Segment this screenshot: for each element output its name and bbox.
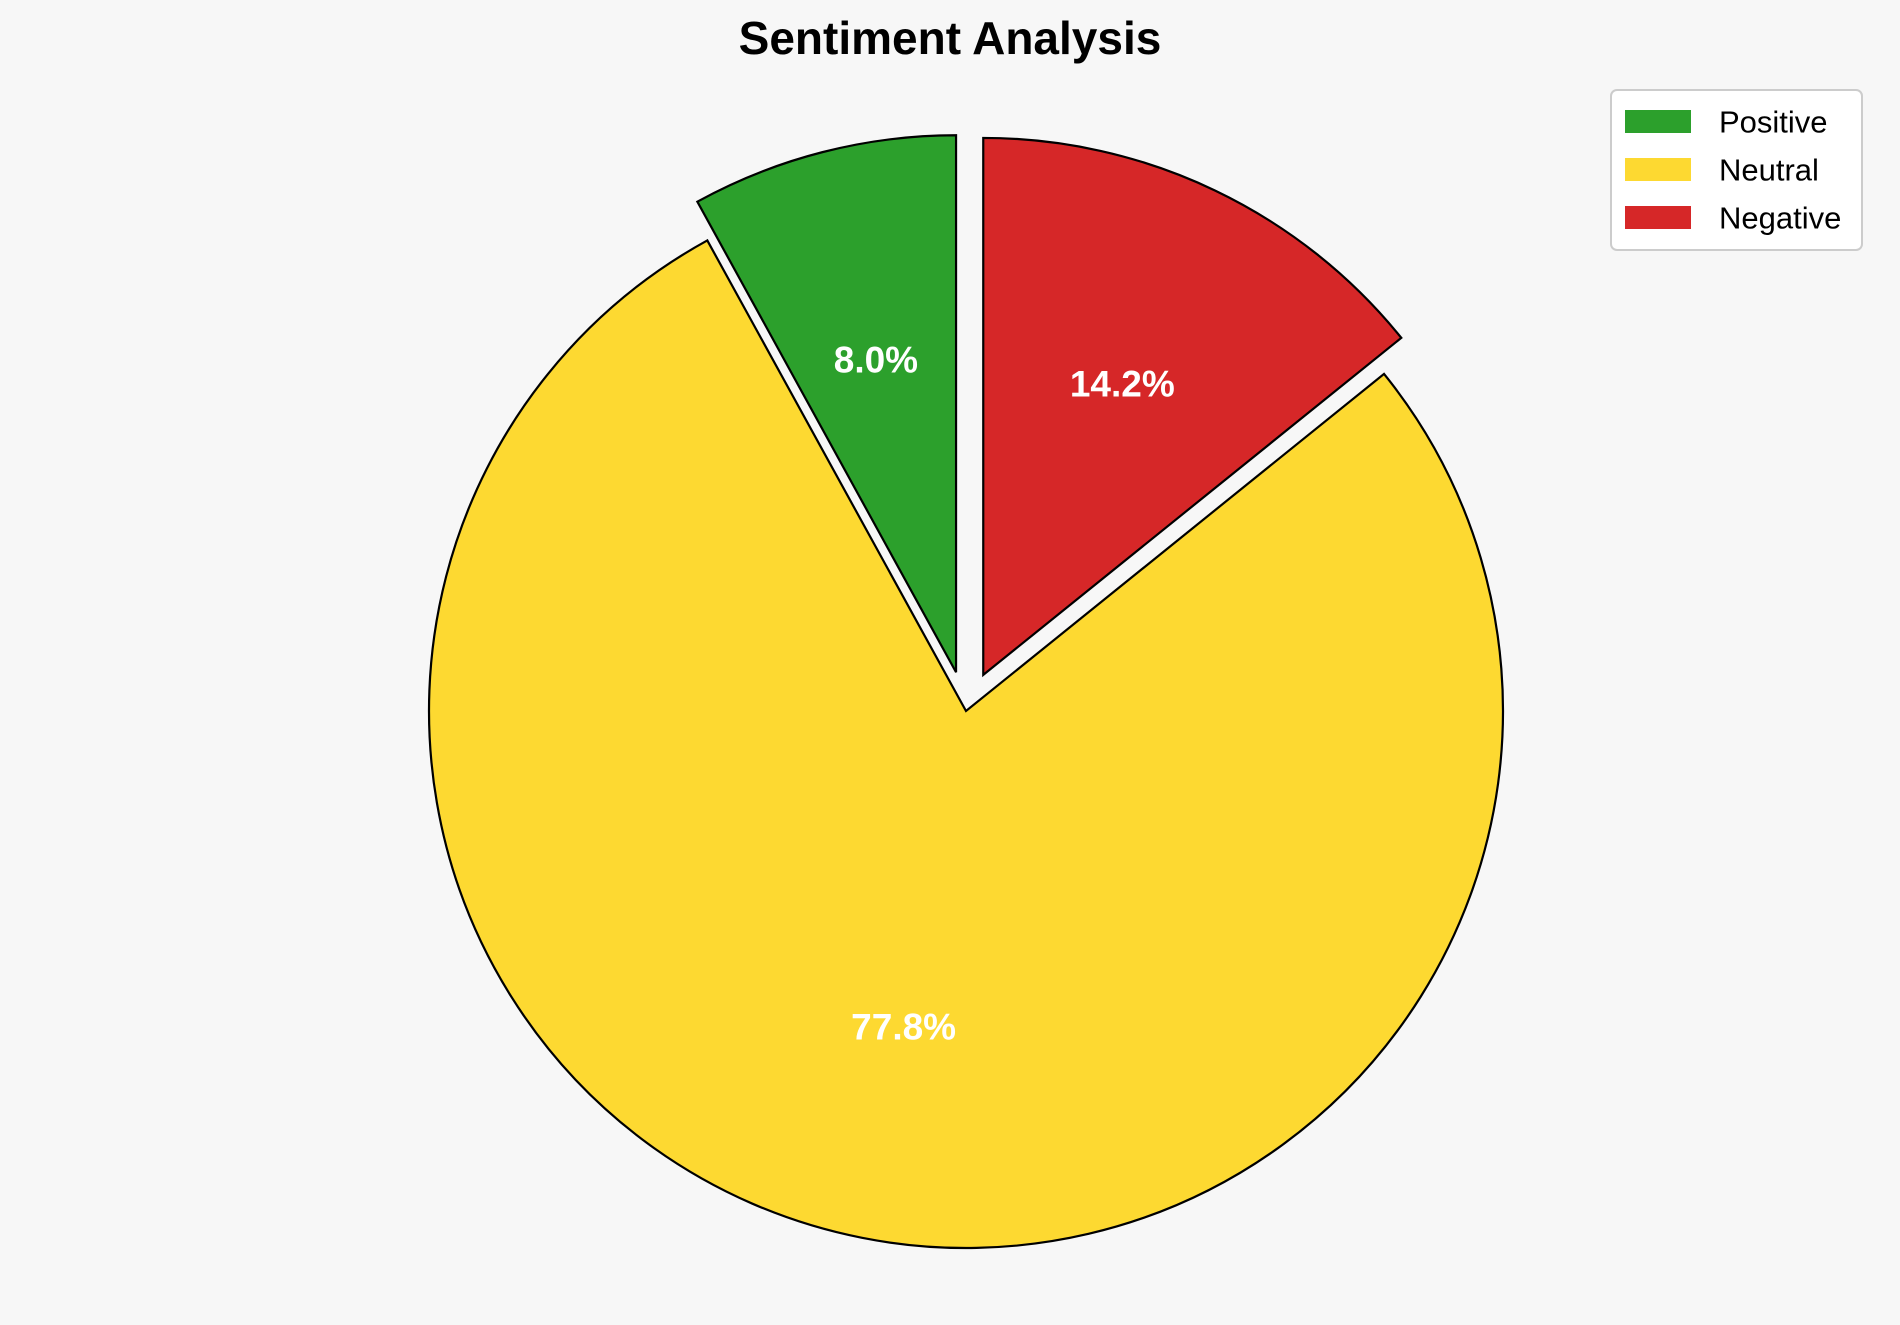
pie-slice-positive [695,134,958,673]
slice-label-positive: 8.0% [834,340,918,381]
pie-slice-neutral [427,238,1505,1250]
slice-labels: 8.0% 77.8% 14.2% [834,340,1175,1048]
pie-slice-negative [982,136,1403,678]
pie-slices [427,134,1505,1250]
legend-label-positive: Positive [1719,105,1828,140]
legend: Positive Neutral Negative [1610,89,1863,251]
legend-swatch-positive [1625,110,1691,133]
legend-swatch-negative [1625,206,1691,229]
legend-label-neutral: Neutral [1719,153,1819,188]
slice-label-neutral: 77.8% [851,1007,956,1048]
legend-label-negative: Negative [1719,201,1841,236]
chart-title: Sentiment Analysis [739,12,1162,64]
legend-swatch-neutral [1625,158,1691,181]
slice-label-negative: 14.2% [1070,364,1175,405]
